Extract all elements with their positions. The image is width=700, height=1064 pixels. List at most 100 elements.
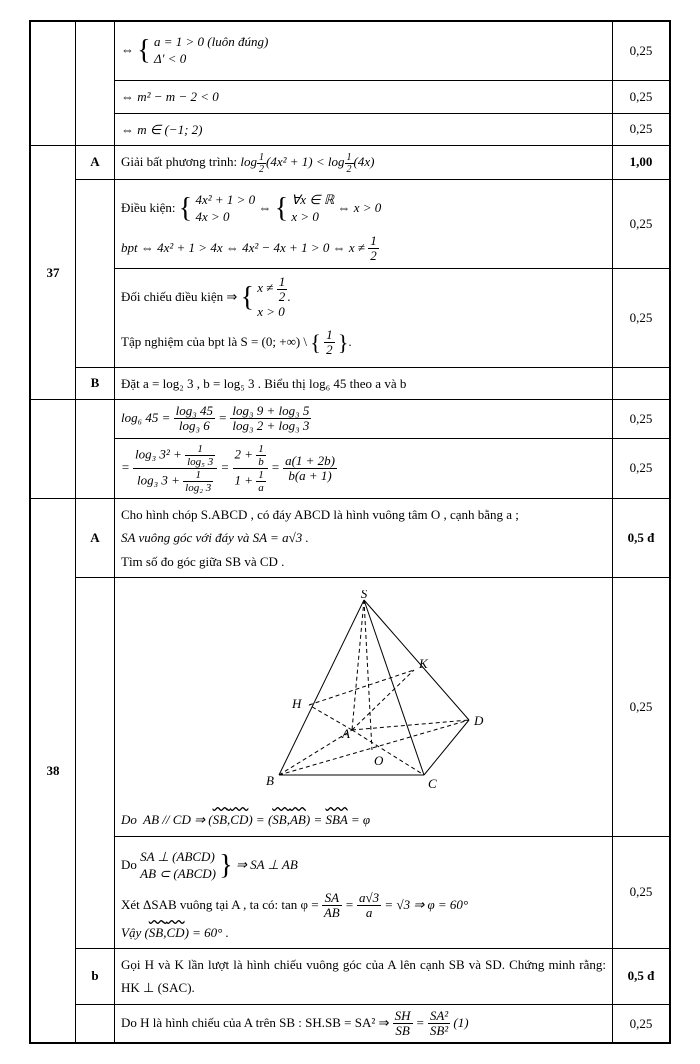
- table-row: Điều kiện: { 4x² + 1 > 0 4x > 0 ⇔ { ∀x ∈…: [31, 179, 670, 268]
- score-cell: 0,25: [613, 113, 670, 145]
- step-text: = √3 ⇒ φ = 60°: [384, 897, 468, 912]
- fraction: a(1 + 2b) b(a + 1): [283, 454, 337, 484]
- step-content: ⇔ m² − m − 2 < 0: [115, 81, 613, 113]
- score-cell: 0,5 đ: [613, 948, 670, 1004]
- step-content: log₆ 45 = log₃ 45 log₃ 6 = log₃ 9 + log₃…: [115, 400, 613, 439]
- fraction-den: log₃ 3 + 1log₂ 3: [133, 469, 217, 494]
- step-content: ⇔ m ∈ (−1; 2): [115, 113, 613, 145]
- brace-system: SA ⊥ (ABCD) AB ⊂ (ABCD) }: [140, 841, 233, 891]
- table-row: Do SA ⊥ (ABCD) AB ⊂ (ABCD) } ⇒ SA ⊥ AB X…: [31, 836, 670, 948]
- table-row: 37 A Giải bất phương trình: log12(4x² + …: [31, 146, 670, 180]
- score-cell: 0,25: [613, 438, 670, 498]
- table-row: Do H là hình chiếu của A trên SB : SH.SB…: [31, 1004, 670, 1043]
- fraction: SA AB: [322, 891, 342, 921]
- step-text: =: [121, 459, 133, 474]
- brace-system: { a = 1 > 0 (luôn đúng) Δ′ < 0: [137, 26, 268, 76]
- table-row: ⇔ m ∈ (−1; 2) 0,25: [31, 113, 670, 145]
- question-number: 38: [31, 499, 76, 1043]
- step-text: SA vuông góc với đáy và SA = a√3 .: [121, 530, 309, 545]
- fraction-num: log₃ 45: [174, 404, 215, 419]
- step-content: Do SA ⊥ (ABCD) AB ⊂ (ABCD) } ⇒ SA ⊥ AB X…: [115, 836, 613, 948]
- fraction-den: SB²: [428, 1024, 450, 1038]
- table-row: Đối chiếu điều kiện ⇒ { x ≠ 12 x > 0 . T…: [31, 268, 670, 367]
- brace-right: }: [219, 841, 232, 891]
- step-text: ⇔: [121, 42, 137, 57]
- brace-rows: x ≠ 12 x > 0: [257, 275, 287, 321]
- score-cell: 0,25: [613, 179, 670, 268]
- brace-line: a = 1 > 0 (luôn đúng): [154, 34, 268, 49]
- table-row: 38 A Cho hình chóp S.ABCD , có đáy ABCD …: [31, 499, 670, 578]
- brace-rows: ∀x ∈ ℝ x > 0: [291, 192, 334, 226]
- fraction-num: log₃ 9 + log₃ 5: [230, 404, 311, 419]
- brace-left: {: [275, 184, 288, 234]
- step-content: ⇔ { a = 1 > 0 (luôn đúng) Δ′ < 0: [115, 22, 613, 81]
- table-row: ⇔ { a = 1 > 0 (luôn đúng) Δ′ < 0 0,25: [31, 22, 670, 81]
- score-cell: 0,25: [613, 836, 670, 948]
- fraction-num: a√3: [357, 891, 381, 906]
- step-text: Tập nghiệm của bpt là S = (0; +∞) \: [121, 334, 310, 349]
- brace-line: 4x > 0: [195, 209, 229, 224]
- step-content: Gọi H và K lần lượt là hình chiếu vuông …: [115, 948, 613, 1004]
- fraction-num: SA²: [428, 1009, 450, 1024]
- table-row: b Gọi H và K lần lượt là hình chiếu vuôn…: [31, 948, 670, 1004]
- fraction: log₃ 45 log₃ 6: [174, 404, 215, 434]
- fraction-den: 1 + 1a: [233, 469, 268, 494]
- brace-line: x > 0: [257, 304, 285, 319]
- fraction: 2 + 1b 1 + 1a: [233, 443, 268, 494]
- step-text: Do: [121, 857, 140, 872]
- brace-rows: SA ⊥ (ABCD) AB ⊂ (ABCD): [140, 849, 216, 883]
- step-text: Giải bất phương trình:: [121, 154, 240, 169]
- step-text: (1): [453, 1015, 468, 1030]
- step-text: =: [271, 459, 283, 474]
- step-text: ⇔: [258, 200, 274, 215]
- fraction: log₃ 3² + 1log₅ 3 log₃ 3 + 1log₂ 3: [133, 443, 217, 494]
- step-content: Do H là hình chiếu của A trên SB : SH.SB…: [115, 1004, 613, 1043]
- brace-rows: 4x² + 1 > 0 4x > 0: [195, 192, 255, 226]
- step-text: Tìm số đo góc giữa SB và CD .: [121, 554, 284, 569]
- brace-left: {: [310, 323, 321, 363]
- table-row: log₆ 45 = log₃ 45 log₃ 6 = log₃ 9 + log₃…: [31, 400, 670, 439]
- score-cell: 0,5 đ: [613, 499, 670, 578]
- fraction: log₃ 9 + log₃ 5 log₃ 2 + log₃ 3: [230, 404, 311, 434]
- table-row: = log₃ 3² + 1log₅ 3 log₃ 3 + 1log₂ 3 = 2…: [31, 438, 670, 498]
- step-text: =: [220, 459, 232, 474]
- step-text: ⇒ SA ⊥ AB: [236, 857, 298, 872]
- vertex-label: K: [418, 656, 429, 671]
- part-label: B: [76, 367, 115, 399]
- brace-line: SA ⊥ (ABCD): [140, 849, 215, 864]
- vertex-label: A: [341, 726, 350, 741]
- step-text: ⇔ x > 0: [337, 200, 381, 215]
- step-text: Do H là hình chiếu của A trên SB : SH.SB…: [121, 1015, 393, 1030]
- fraction-den: b(a + 1): [283, 469, 337, 483]
- vertex-label: D: [473, 713, 484, 728]
- part-label: A: [76, 146, 115, 180]
- brace-line: Δ′ < 0: [154, 51, 186, 66]
- fraction-den: a: [357, 906, 381, 920]
- step-text: log₆ 45 =: [121, 410, 174, 425]
- part-label: [76, 578, 115, 949]
- step-text: Xét ΔSAB vuông tại A , ta có: tan φ =: [121, 897, 322, 912]
- step-content: Cho hình chóp S.ABCD , có đáy ABCD là hì…: [115, 499, 613, 578]
- fraction-num: log₃ 3² + 1log₅ 3: [133, 443, 217, 469]
- fraction: 12: [324, 328, 335, 358]
- math-expr: log12(4x² + 1) < log12(4x): [240, 154, 374, 169]
- fraction: a√3 a: [357, 891, 381, 921]
- brace-line: ∀x ∈ ℝ: [291, 192, 334, 207]
- step-content: S A B C D O H K Do AB // CD ⇒ (SB,CD) = …: [115, 578, 613, 836]
- vertex-label: O: [374, 753, 384, 768]
- brace-rows: a = 1 > 0 (luôn đúng) Δ′ < 0: [154, 34, 268, 68]
- fraction-den: log₃ 2 + log₃ 3: [230, 419, 311, 433]
- step-text: Điều kiện:: [121, 200, 179, 215]
- fraction-num: a(1 + 2b): [283, 454, 337, 469]
- step-text: =: [416, 1015, 428, 1030]
- vertex-label: B: [266, 773, 274, 788]
- question-number: [31, 22, 76, 146]
- brace-line: x > 0: [291, 209, 319, 224]
- brace-line: x ≠ 12: [257, 280, 287, 295]
- step-content: Đối chiếu điều kiện ⇒ { x ≠ 12 x > 0 . T…: [115, 268, 613, 367]
- step-content: Giải bất phương trình: log12(4x² + 1) < …: [115, 146, 613, 180]
- question-number: 37: [31, 146, 76, 400]
- part-label: [76, 22, 115, 146]
- set-brace: { 12 }: [310, 323, 348, 363]
- step-content: = log₃ 3² + 1log₅ 3 log₃ 3 + 1log₂ 3 = 2…: [115, 438, 613, 498]
